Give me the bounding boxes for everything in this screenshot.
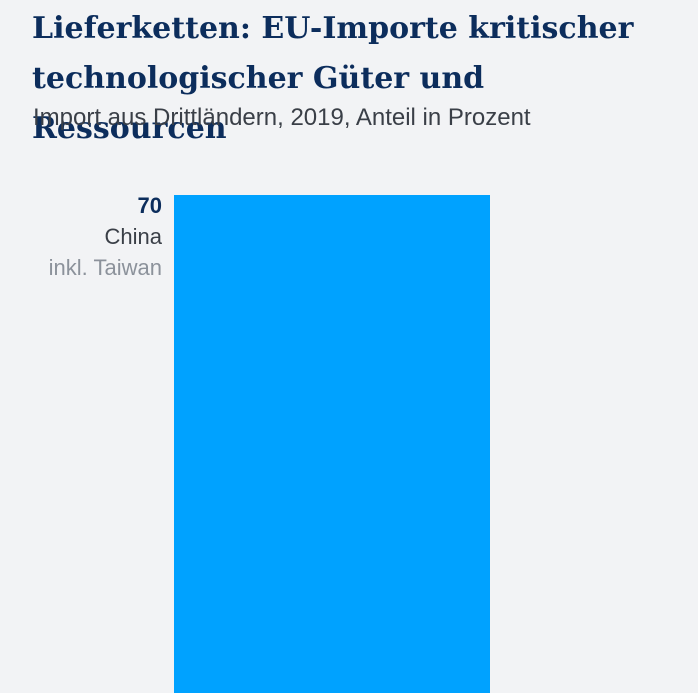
bar-value-label: 70 [138, 193, 162, 218]
bar-china [174, 195, 490, 693]
bars-group [174, 195, 490, 693]
labels-group: 70 China inkl. Taiwan [49, 193, 163, 280]
category-sublabel: inkl. Taiwan [49, 255, 162, 280]
category-label: China [105, 224, 163, 249]
chart-title: Lieferketten: EU-Importe kritischer tech… [32, 11, 634, 146]
chart-subtitle: Import aus Drittländern, 2019, Anteil in… [33, 104, 531, 131]
